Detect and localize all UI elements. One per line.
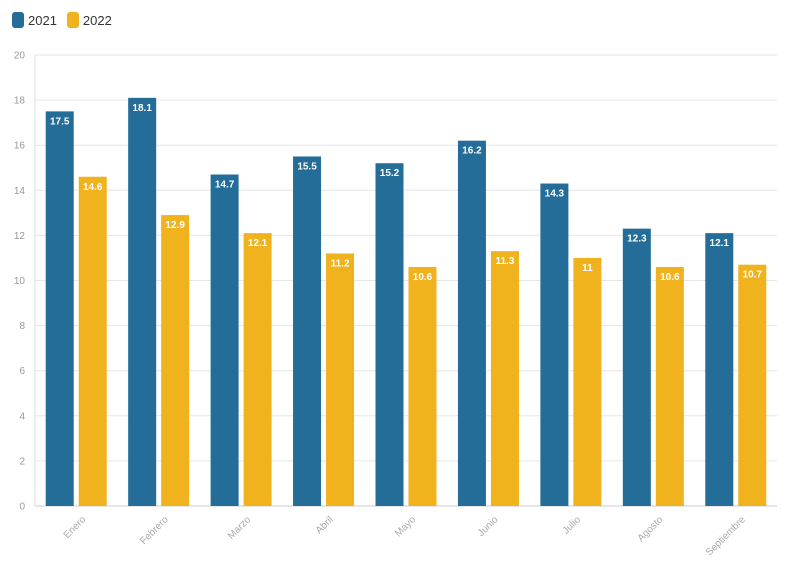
bar[interactable]: [78, 176, 107, 506]
bar-value-label: 10.6: [660, 272, 680, 283]
y-tick-label: 12: [14, 231, 26, 242]
bar-value-label: 14.6: [83, 182, 103, 193]
bar[interactable]: [128, 97, 157, 506]
bar[interactable]: [573, 257, 602, 506]
bar[interactable]: [540, 183, 569, 506]
bar[interactable]: [408, 266, 437, 506]
bar[interactable]: [655, 266, 684, 506]
y-tick-label: 2: [19, 456, 25, 467]
x-tick-label: Septiembre: [704, 514, 748, 558]
bar-value-label: 14.3: [545, 189, 565, 200]
bar-value-label: 12.1: [710, 238, 730, 249]
y-tick-label: 8: [19, 321, 25, 332]
bar-value-label: 10.7: [743, 270, 763, 281]
y-tick-label: 10: [14, 276, 26, 287]
y-tick-label: 6: [19, 366, 25, 377]
x-tick-label: Febrero: [138, 514, 171, 547]
legend-swatch-2021: [12, 12, 24, 28]
x-tick-label: Junio: [476, 514, 501, 539]
bar-value-label: 11: [582, 263, 593, 274]
y-tick-label: 4: [19, 411, 25, 422]
bar[interactable]: [622, 228, 651, 506]
legend-item-2021[interactable]: 2021: [12, 12, 57, 28]
x-tick-label: Julio: [561, 514, 584, 537]
bar[interactable]: [243, 233, 272, 506]
bar[interactable]: [210, 174, 239, 506]
x-tick-label: Abril: [314, 514, 336, 536]
bar-value-label: 15.5: [297, 161, 317, 172]
y-tick-label: 0: [19, 502, 25, 513]
bar-value-label: 11.3: [495, 256, 514, 267]
y-tick-label: 20: [14, 51, 26, 62]
bar[interactable]: [738, 264, 767, 506]
bar-value-label: 12.3: [627, 234, 647, 245]
bar-value-label: 17.5: [50, 116, 70, 127]
bar[interactable]: [705, 233, 734, 506]
legend-label-2021: 2021: [28, 12, 57, 28]
bar[interactable]: [326, 253, 355, 506]
bar-value-label: 11.2: [331, 258, 350, 269]
bar-value-label: 18.1: [132, 103, 152, 114]
y-tick-label: 18: [14, 96, 26, 107]
x-tick-label: Mayo: [393, 514, 418, 539]
y-tick-label: 14: [14, 186, 26, 197]
bar-value-label: 16.2: [462, 146, 482, 157]
legend-item-2022[interactable]: 2022: [66, 12, 112, 28]
bar-value-label: 14.7: [215, 180, 235, 191]
legend-swatch-2022: [66, 12, 79, 28]
bar[interactable]: [161, 215, 190, 507]
bar-value-label: 12.1: [248, 238, 268, 249]
bar[interactable]: [375, 163, 404, 507]
x-tick-label: Enero: [62, 514, 89, 541]
bar[interactable]: [293, 156, 322, 506]
y-tick-label: 16: [14, 141, 26, 152]
bar[interactable]: [457, 140, 486, 506]
legend: 2021 2022: [12, 12, 112, 28]
bar-value-label: 10.6: [413, 272, 433, 283]
bar-value-label: 15.2: [380, 168, 400, 179]
legend-label-2022: 2022: [82, 12, 112, 28]
x-tick-label: Marzo: [226, 514, 254, 542]
bar[interactable]: [45, 111, 74, 506]
bar[interactable]: [490, 251, 519, 506]
bar-value-label: 12.9: [165, 220, 185, 231]
x-tick-label: Agosto: [636, 514, 666, 544]
